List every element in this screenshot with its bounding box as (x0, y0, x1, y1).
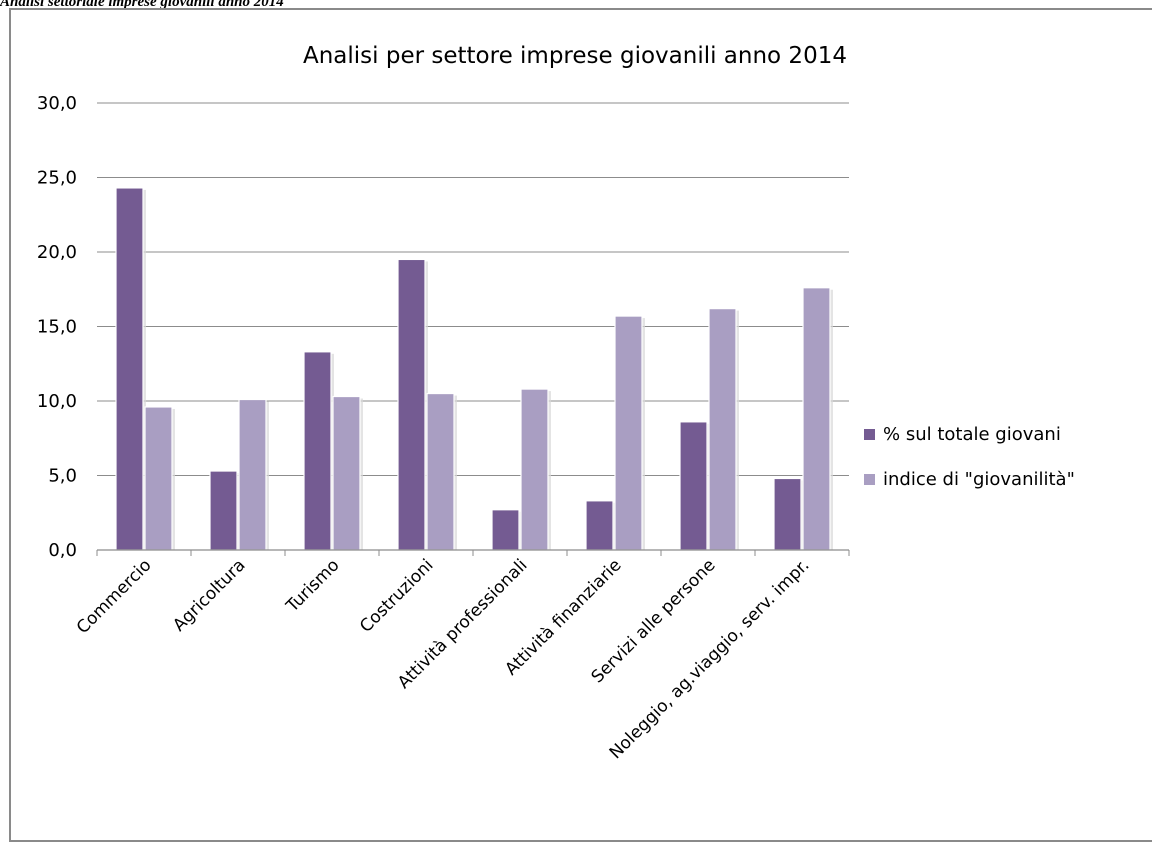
bar (238, 398, 269, 551)
legend-label: indice di "giovanilità" (883, 469, 1075, 490)
bar (115, 187, 146, 551)
y-tick-label: 10,0 (37, 391, 77, 412)
x-tick-label: Commercio (73, 555, 156, 638)
legend-swatch (864, 429, 875, 440)
bar-chart: Analisi per settore imprese giovanili an… (37, 43, 1075, 763)
bar (303, 351, 334, 551)
y-tick-label: 30,0 (37, 93, 77, 114)
chart-frame: Analisi per settore imprese giovanili an… (9, 8, 1152, 842)
x-tick-label: Turismo (282, 555, 344, 617)
bar (708, 308, 739, 551)
bar (585, 500, 616, 551)
y-tick-label: 5,0 (48, 466, 77, 487)
bar (520, 388, 551, 551)
y-tick-label: 15,0 (37, 317, 77, 338)
y-tick-label: 25,0 (37, 168, 77, 189)
y-tick-label: 0,0 (48, 540, 77, 561)
x-tick-label: Agricoltura (169, 555, 249, 635)
bar (773, 477, 804, 551)
x-axis-labels: Commercio Agricoltura Turismo CostruzioniAt… (73, 555, 814, 763)
bar (426, 392, 457, 551)
chart-title: Analisi per settore imprese giovanili an… (303, 43, 847, 69)
x-tick-label: Costruzioni (356, 555, 437, 636)
bar (332, 395, 363, 551)
bar (144, 406, 175, 551)
figure-caption: Analisi settoriale imprese giovanili ann… (0, 0, 284, 10)
legend-label: % sul totale giovani (883, 424, 1061, 445)
legend-item: indice di "giovanilità" (864, 469, 1075, 490)
y-tick-label: 20,0 (37, 242, 77, 263)
bar (491, 509, 522, 551)
bars (115, 187, 833, 551)
legend-item: % sul totale giovani (864, 424, 1061, 445)
legend: % sul totale giovani indice di "giovanili… (864, 424, 1075, 490)
y-axis-ticks: 0,0 5,0 10,0 15,0 20,0 25,0 30,0 (37, 93, 77, 561)
bar (397, 258, 428, 551)
bar (679, 421, 710, 551)
bar (614, 315, 645, 551)
x-tick-label: Noleggio, ag.viaggio, serv. impr. (606, 555, 814, 763)
bar (802, 287, 833, 551)
x-axis (96, 549, 850, 556)
legend-swatch (864, 474, 875, 485)
bar (209, 470, 240, 551)
